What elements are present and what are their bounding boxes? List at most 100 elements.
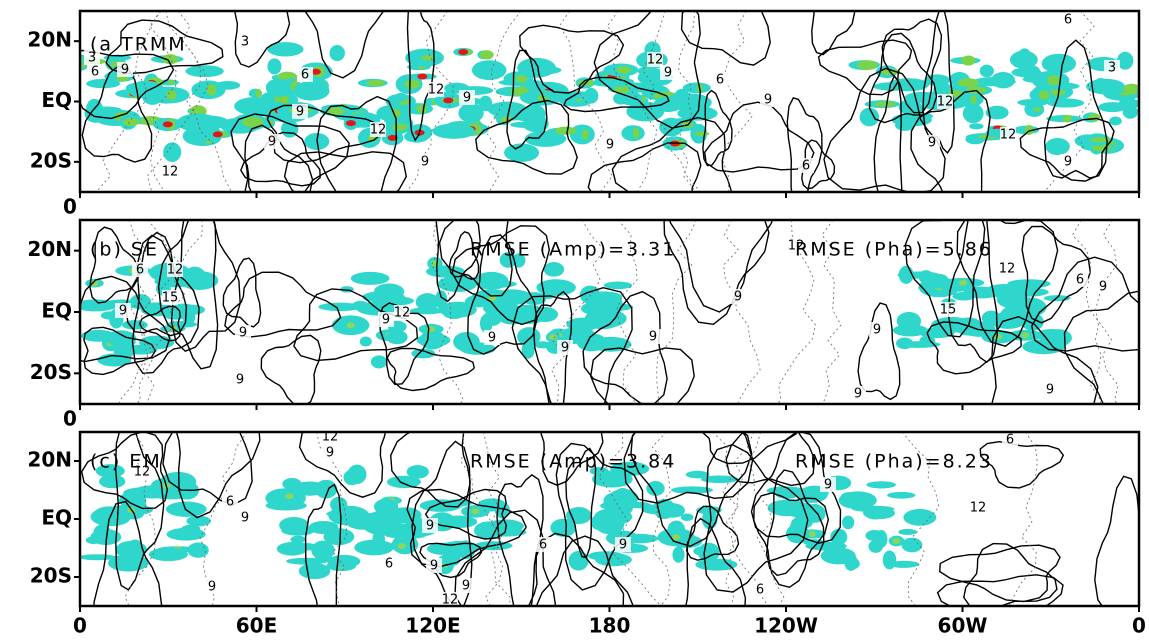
contour-label: 6 [1006,433,1014,448]
contour-label: 3 [1108,61,1116,76]
label-bg [615,537,631,552]
contour [702,89,733,167]
label-bg [1060,12,1076,27]
rain-shade [443,97,454,104]
contour [668,220,774,313]
rain-shade [166,90,177,100]
contour [685,505,740,561]
contour-label: 9 [824,478,832,493]
contour-label: 12 [999,262,1016,277]
rain-shade [903,509,937,526]
rain-shade [387,134,398,141]
contour-dashed [316,432,348,606]
rain-shade [874,101,897,107]
contour-label: 12 [162,165,179,180]
contour [926,321,1022,375]
rain-shade [524,130,567,147]
label-bg [132,262,148,277]
contour [260,334,322,404]
contour-dashed [722,11,753,192]
rain-shade [672,534,681,541]
contour-dashed [149,11,177,192]
rain-shade [99,474,126,489]
contour-label: 3 [88,51,96,66]
rain-shade [281,525,315,536]
rain-shade [494,305,533,323]
rain-shade [234,97,275,116]
x-tick-label: 0 [1132,614,1146,638]
contour [448,231,480,281]
rain-shade [265,500,307,511]
rain-shade [80,554,116,561]
rain-shade [282,542,319,551]
contour [139,305,181,342]
contour-dashed [119,220,203,404]
rain-shade [374,283,405,300]
label-bg [422,518,438,533]
y-tick-label: 20N [27,237,72,261]
rain-shade [437,275,478,292]
rain-shade [415,293,440,312]
contour [419,542,483,579]
label-bg [557,340,573,355]
contour-label: 9 [764,93,772,108]
rain-shade [864,507,886,520]
rain-shade [532,114,546,134]
contour-label: 6 [91,65,99,80]
contour-label: 12 [1000,128,1017,143]
rain-shade [603,471,620,480]
rain-shade [406,465,429,479]
contour-dashed [724,432,755,606]
rain-shade [775,488,799,499]
rain-shade [568,550,589,571]
contour [81,65,153,163]
label-bg [381,556,397,571]
rain-shade [479,50,494,60]
rain-shade [1116,51,1134,70]
rain-shade [346,322,355,329]
rain-shade [95,464,125,478]
rain-shade [1047,75,1060,86]
contour [868,32,938,124]
rain-shade [1047,98,1085,108]
contour [680,11,771,66]
label-bg [237,34,253,49]
contour [454,509,557,606]
contour [475,99,578,175]
contour-dashed [1044,11,1095,192]
contour [910,89,991,192]
contour [93,500,163,606]
rain-shade [534,341,551,349]
contour [1094,475,1139,606]
label-bg [370,122,386,137]
label-bg [378,312,394,327]
contour-label: 9 [1099,280,1107,295]
rain-shade [90,280,99,287]
contour-label: 12 [937,95,954,110]
rain-shade [162,54,179,65]
label-bg [798,158,814,173]
rain-shade [386,329,408,345]
contour-label: 12 [647,53,664,68]
contour [765,469,825,577]
contour-label: 6 [802,159,810,174]
rain-shade [474,271,509,290]
label-bg [167,262,183,277]
contour-label: 9 [296,105,304,120]
rain-shade [522,292,547,306]
rain-shade [426,265,465,278]
rain-shade [310,68,321,75]
contour-label: 12 [970,501,987,516]
rain-shade [896,311,922,330]
contour [811,11,856,56]
y-tick-label: 20N [27,28,72,52]
contour-label: 12 [167,263,184,278]
rain-shade [672,546,685,563]
x-tick-label: 0 [63,195,77,219]
contour [438,220,513,297]
rain-shade [671,486,714,494]
